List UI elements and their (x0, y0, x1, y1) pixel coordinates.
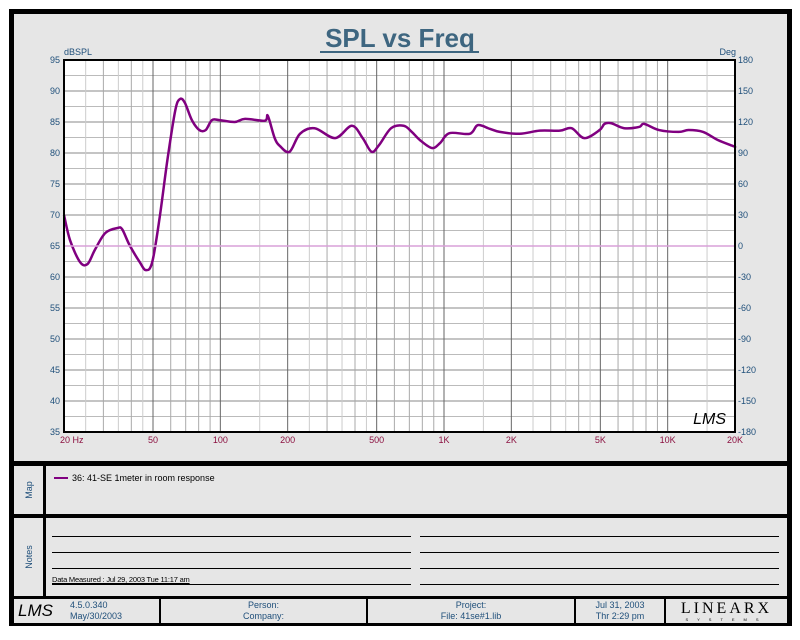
notes-panel: Notes Data Measured : Jul 29, 2003 Tue 1… (14, 518, 787, 596)
map-panel: Map 36: 41-SE 1meter in room response (14, 466, 787, 514)
x-tick-label: 50 (148, 435, 158, 445)
lms-watermark: LMS (693, 411, 726, 428)
x-tick-label: 500 (369, 435, 384, 445)
notes-label: Notes (14, 518, 46, 596)
y2-tick-label: 30 (738, 210, 748, 220)
x-tick-label: 5K (595, 435, 606, 445)
legend-swatch (54, 477, 68, 479)
map-label: Map (14, 466, 46, 514)
linearx-logo: LINEARX SYSTEMS (666, 599, 787, 623)
lms-logo: LMS (18, 601, 53, 620)
x-tick-label: 20K (727, 435, 743, 445)
y2-tick-label: -180 (738, 427, 756, 437)
note-line[interactable] (52, 568, 411, 569)
person-cell: Person: Company: (161, 599, 366, 623)
note-line[interactable] (420, 536, 779, 537)
note-line[interactable] (52, 584, 411, 585)
y-tick-label: 55 (50, 303, 60, 313)
note-line[interactable] (52, 552, 411, 553)
legend-item[interactable]: 36: 41-SE 1meter in room response (54, 473, 215, 483)
spl-chart: SPL vs Freq dBSPL Deg 95 90 85 80 75 70 65 60 55… (50, 23, 756, 445)
y-tick-label: 45 (50, 365, 60, 375)
y2-tick-label: -120 (738, 365, 756, 375)
y-axis-label: dBSPL (64, 47, 92, 57)
y-tick-label: 50 (50, 334, 60, 344)
y-tick-label: 75 (50, 179, 60, 189)
data-measured-text: Data Measured : Jul 29, 2003 Tue 11:17 a… (52, 575, 190, 584)
y-tick-label: 95 (50, 55, 60, 65)
chart-title: SPL vs Freq (325, 23, 475, 53)
y2-tick-label: 120 (738, 117, 753, 127)
y2-tick-label: -60 (738, 303, 751, 313)
project-cell: Project: File: 41se#1.lib (368, 599, 574, 623)
plot-border (63, 59, 736, 433)
y2-tick-label: -90 (738, 334, 751, 344)
y-tick-label: 85 (50, 117, 60, 127)
y2-axis-label: Deg (719, 47, 736, 57)
x-tick-label: 20 Hz (60, 435, 84, 445)
footer: LMS 4.5.0.340 May/30/2003 Person: Company… (14, 599, 787, 623)
y2-tick-label: 90 (738, 148, 748, 158)
y-tick-label: 70 (50, 210, 60, 220)
y-tick-label: 80 (50, 148, 60, 158)
spl-curve (62, 97, 737, 272)
date-cell: Jul 31, 2003 Thr 2:29 pm (576, 599, 664, 623)
version-cell: LMS 4.5.0.340 May/30/2003 (14, 599, 159, 623)
x-tick-label: 10K (660, 435, 676, 445)
y-tick-label: 90 (50, 86, 60, 96)
y2-tick-label: 180 (738, 55, 753, 65)
note-line[interactable] (420, 552, 779, 553)
note-line[interactable] (420, 584, 779, 585)
y-tick-label: 60 (50, 272, 60, 282)
y2-tick-label: 150 (738, 86, 753, 96)
note-line[interactable] (420, 568, 779, 569)
note-line[interactable] (52, 536, 411, 537)
y-tick-label: 65 (50, 241, 60, 251)
x-tick-label: 100 (213, 435, 228, 445)
y2-tick-label: -30 (738, 272, 751, 282)
y-tick-label: 40 (50, 396, 60, 406)
chart-panel: SPL vs Freq dBSPL Deg 95 90 85 80 75 70 65 60 55… (14, 14, 787, 461)
y2-tick-label: -150 (738, 396, 756, 406)
x-tick-label: 2K (506, 435, 517, 445)
y2-tick-label: 0 (738, 241, 743, 251)
y-tick-label: 35 (50, 427, 60, 437)
x-tick-label: 200 (280, 435, 295, 445)
x-tick-label: 1K (438, 435, 449, 445)
y2-tick-label: 60 (738, 179, 748, 189)
